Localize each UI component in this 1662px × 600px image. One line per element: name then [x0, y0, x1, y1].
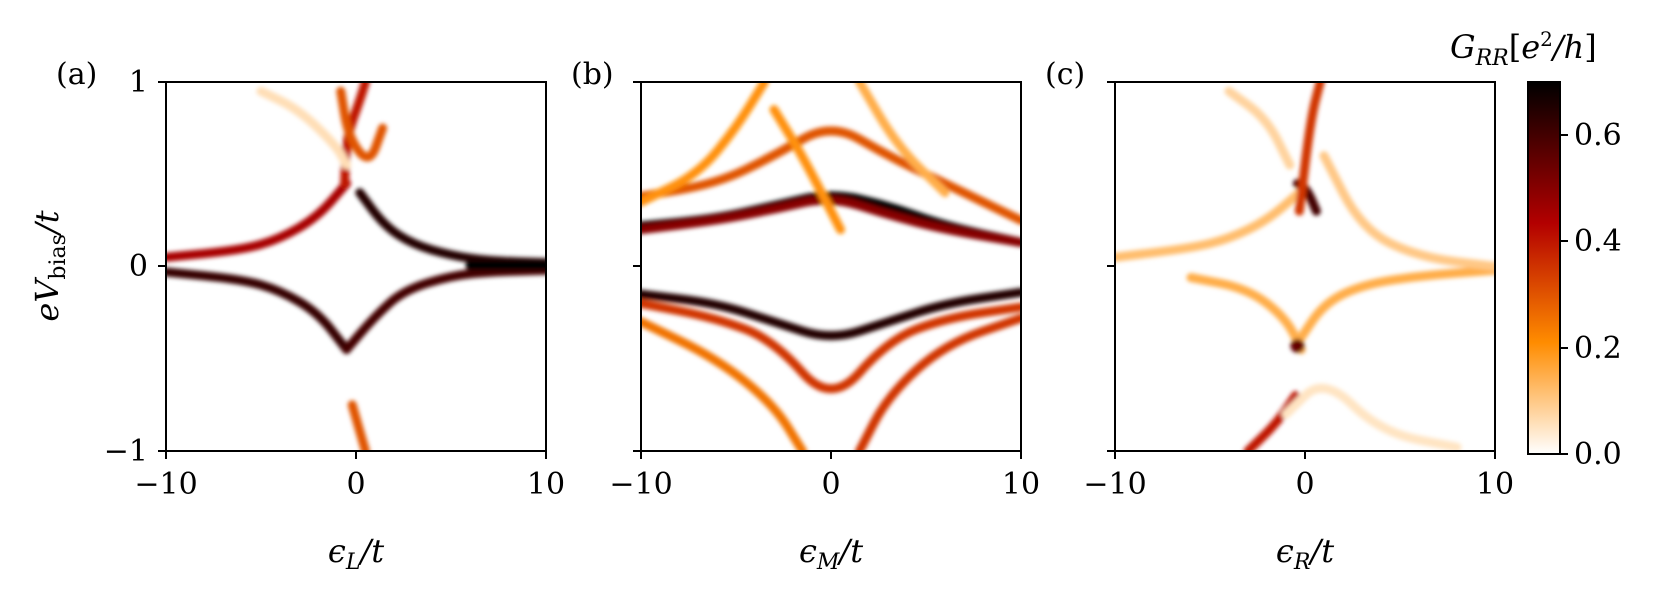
panel-label-b: (b) — [571, 57, 614, 92]
panel-label-a: (a) — [56, 57, 97, 92]
panel-a: (a) 1 0 −1 −10 0 10 ϵL/t eVbias/t — [28, 57, 565, 575]
x-tick-label: −10 — [1083, 467, 1146, 502]
resonance-line — [769, 105, 845, 235]
heatmap-b — [641, 82, 1021, 451]
resonance-line — [1186, 273, 1306, 355]
colorbar-tick-label: 0.6 — [1574, 118, 1622, 153]
resonance-line — [855, 313, 1021, 451]
x-ticks-a: −10 0 10 — [134, 451, 565, 502]
resonance-line — [166, 178, 351, 262]
x-tick-label: 0 — [821, 467, 840, 502]
x-ticks-c: −10 0 10 — [1083, 451, 1514, 502]
x-tick-label: −10 — [134, 467, 197, 502]
resonance-spot — [1290, 338, 1305, 353]
y-tick-label: 0 — [129, 249, 148, 284]
resonance-line — [641, 317, 807, 451]
colorbar-tick-label: 0.0 — [1574, 437, 1622, 472]
x-tick-label: 10 — [1002, 467, 1040, 502]
resonance-line — [855, 82, 950, 198]
x-axis-label-a: ϵL/t — [328, 532, 384, 575]
resonance-line — [641, 195, 1021, 248]
colorbar-label: GRR[e2/h] — [1450, 27, 1597, 71]
panel-label-c: (c) — [1045, 57, 1085, 92]
colorbar: 0.0 0.2 0.4 0.6 GRR[e2/h] — [1450, 27, 1622, 472]
resonance-line — [1319, 151, 1495, 271]
resonance-line — [256, 86, 351, 170]
x-ticks-b: −10 0 10 — [609, 451, 1040, 502]
x-tick-label: 0 — [346, 467, 365, 502]
resonance-line — [641, 298, 1021, 394]
resonance-line — [342, 265, 546, 355]
resonance-line — [336, 86, 388, 162]
x-tick-label: 10 — [527, 467, 565, 502]
colorbar-gradient — [1527, 81, 1561, 455]
resonance-line — [1294, 82, 1325, 216]
colorbar-ticks: 0.0 0.2 0.4 0.6 — [1560, 118, 1622, 472]
panel-c: (c) −10 0 10 ϵR/t — [1045, 57, 1514, 575]
resonance-line — [641, 287, 1021, 341]
axes-frame-b — [640, 81, 1022, 452]
panel-b: (b) −10 0 10 ϵM/t — [571, 57, 1040, 575]
x-tick-label: −10 — [609, 467, 672, 502]
resonance-line — [355, 188, 546, 268]
colorbar-tick-label: 0.4 — [1574, 224, 1622, 259]
resonance-line — [1281, 383, 1462, 451]
x-tick-label: 10 — [1476, 467, 1514, 502]
resonance-line — [166, 267, 351, 355]
y-ticks-a: 1 0 −1 — [104, 65, 166, 469]
y-tick-label: 1 — [129, 65, 148, 100]
y-ticks-c — [1107, 81, 1115, 452]
x-axis-label-c: ϵR/t — [1276, 532, 1334, 575]
resonance-line — [1224, 86, 1295, 170]
y-ticks-b — [633, 81, 641, 452]
resonance-line — [1294, 265, 1495, 345]
colorbar-tick-label: 0.2 — [1574, 331, 1622, 366]
resonance-line — [1243, 391, 1300, 451]
x-axis-label-b: ϵM/t — [799, 532, 863, 575]
x-tick-label: 0 — [1295, 467, 1314, 502]
heatmap-a — [166, 82, 546, 451]
resonance-line — [641, 82, 769, 207]
resonance-line — [347, 400, 370, 451]
resonance-line — [1115, 188, 1304, 262]
resonance-line — [340, 82, 370, 188]
y-axis-label: eVbias/t — [28, 210, 71, 321]
heatmap-c — [1115, 82, 1495, 451]
y-tick-label: −1 — [104, 434, 148, 469]
